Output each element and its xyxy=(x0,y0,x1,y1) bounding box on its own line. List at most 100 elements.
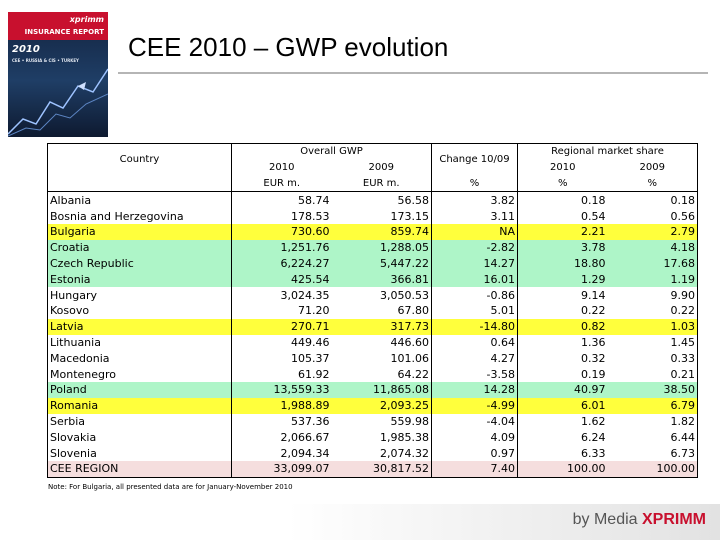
cell-gwp-2010: 270.71 xyxy=(231,318,332,335)
cell-share-2009: 6.73 xyxy=(607,445,698,461)
cell-gwp-2010: 178.53 xyxy=(231,208,332,224)
table-row: CEE REGION 33,099.07 30,817.52 7.40 100.00 10… xyxy=(47,460,698,478)
cell-share-2010: 0.19 xyxy=(517,366,608,382)
table-row: Kosovo 71.20 67.80 5.01 0.22 0.22 xyxy=(47,302,698,319)
cell-share-2010: 100.00 xyxy=(517,460,608,478)
cell-gwp-2010: 6,224.27 xyxy=(231,255,332,272)
footer-prefix: by Media xyxy=(572,511,642,528)
cell-share-2009: 4.18 xyxy=(607,239,698,256)
cell-gwp-2010: 71.20 xyxy=(231,302,332,319)
report-cover-image: xprimm INSURANCE REPORT 2010 CEE • RUSSI… xyxy=(8,12,108,137)
cell-change: 14.28 xyxy=(431,381,518,398)
cell-gwp-2009: 101.06 xyxy=(331,350,432,367)
header-share-2010: 2010 xyxy=(550,162,576,174)
cell-gwp-2009: 5,447.22 xyxy=(331,255,432,272)
cell-gwp-2009: 11,865.08 xyxy=(331,381,432,398)
cell-change: 3.82 xyxy=(431,191,518,209)
cell-change: 4.27 xyxy=(431,350,518,367)
footer-band xyxy=(0,504,720,540)
cell-gwp-2010: 105.37 xyxy=(231,350,332,367)
cell-change: 5.01 xyxy=(431,302,518,319)
cell-share-2009: 9.90 xyxy=(607,287,698,303)
cell-share-2009: 0.56 xyxy=(607,208,698,224)
cell-share-2010: 3.78 xyxy=(517,239,608,256)
cell-gwp-2009: 317.73 xyxy=(331,318,432,335)
table-row: Slovenia 2,094.34 2,074.32 0.97 6.33 6.73 xyxy=(47,445,698,461)
cell-country: Hungary xyxy=(47,287,232,303)
header-unit-share-2009: % xyxy=(607,175,698,193)
cell-share-2009: 1.19 xyxy=(607,271,698,288)
cell-share-2010: 0.32 xyxy=(517,350,608,367)
cover-year: 2010 xyxy=(12,44,40,55)
header-unit-gwp-2010: EUR m. xyxy=(231,175,332,193)
cell-country: CEE REGION xyxy=(47,460,232,478)
header-unit-gwp-2009: EUR m. xyxy=(331,175,432,193)
cell-share-2009: 1.45 xyxy=(607,334,698,351)
cell-gwp-2010: 58.74 xyxy=(231,191,332,209)
cell-gwp-2010: 2,094.34 xyxy=(231,445,332,461)
cell-change: -4.04 xyxy=(431,413,518,430)
cell-share-2010: 0.82 xyxy=(517,318,608,335)
cell-gwp-2010: 730.60 xyxy=(231,223,332,240)
slide-title: CEE 2010 – GWP evolution xyxy=(128,32,449,62)
cell-gwp-2009: 559.98 xyxy=(331,413,432,430)
cell-share-2010: 40.97 xyxy=(517,381,608,398)
table-row: Estonia 425.54 366.81 16.01 1.29 1.19 xyxy=(47,271,698,288)
footnote: Note: For Bulgaria, all presented data a… xyxy=(48,483,293,491)
table-row: Macedonia 105.37 101.06 4.27 0.32 0.33 xyxy=(47,350,698,367)
cell-gwp-2009: 30,817.52 xyxy=(331,460,432,478)
cell-share-2009: 0.22 xyxy=(607,302,698,319)
table-row: Bulgaria 730.60 859.74 NA 2.21 2.79 xyxy=(47,223,698,240)
cell-country: Bosnia and Herzegovina xyxy=(47,208,232,224)
cell-share-2010: 1.36 xyxy=(517,334,608,351)
cell-change: 14.27 xyxy=(431,255,518,272)
cell-country: Slovenia xyxy=(47,445,232,461)
cell-gwp-2009: 173.15 xyxy=(331,208,432,224)
cell-share-2009: 17.68 xyxy=(607,255,698,272)
cell-share-2009: 1.03 xyxy=(607,318,698,335)
cell-gwp-2009: 1,288.05 xyxy=(331,239,432,256)
cell-change: -3.58 xyxy=(431,366,518,382)
cell-gwp-2010: 537.36 xyxy=(231,413,332,430)
header-gwp-2009: 2009 xyxy=(368,162,394,174)
cell-gwp-2009: 366.81 xyxy=(331,271,432,288)
cell-share-2010: 0.54 xyxy=(517,208,608,224)
cell-change: 7.40 xyxy=(431,460,518,478)
cell-share-2010: 0.18 xyxy=(517,191,608,209)
table-row: Hungary 3,024.35 3,050.53 -0.86 9.14 9.90 xyxy=(47,287,698,303)
cover-subtitle: CEE • RUSSIA & CIS • TURKEY xyxy=(12,58,79,63)
cell-country: Lithuania xyxy=(47,334,232,351)
title-divider xyxy=(118,72,708,74)
table-row: Poland 13,559.33 11,865.08 14.28 40.97 38.50 xyxy=(47,381,698,398)
cell-share-2009: 1.82 xyxy=(607,413,698,430)
cell-change: NA xyxy=(431,223,518,240)
cell-country: Slovakia xyxy=(47,429,232,446)
table-row: Croatia 1,251.76 1,288.05 -2.82 3.78 4.18 xyxy=(47,239,698,256)
cell-change: -2.82 xyxy=(431,239,518,256)
cell-country: Serbia xyxy=(47,413,232,430)
table-row: Lithuania 449.46 446.60 0.64 1.36 1.45 xyxy=(47,334,698,351)
table-row: Romania 1,988.89 2,093.25 -4.99 6.01 6.79 xyxy=(47,397,698,414)
cell-change: -4.99 xyxy=(431,397,518,414)
cell-gwp-2009: 2,074.32 xyxy=(331,445,432,461)
table-row: Albania 58.74 56.58 3.82 0.18 0.18 xyxy=(47,191,698,209)
cell-change: 0.97 xyxy=(431,445,518,461)
cell-gwp-2009: 56.58 xyxy=(331,191,432,209)
cover-brand: xprimm xyxy=(69,15,104,24)
header-unit-share-2010: % xyxy=(517,175,608,193)
cell-change: -14.80 xyxy=(431,318,518,335)
cell-share-2009: 6.79 xyxy=(607,397,698,414)
cell-country: Estonia xyxy=(47,271,232,288)
cell-gwp-2010: 3,024.35 xyxy=(231,287,332,303)
cell-gwp-2009: 2,093.25 xyxy=(331,397,432,414)
gwp-table: Country Overall GWP Change 10/09 Regiona… xyxy=(47,142,698,478)
cell-share-2010: 2.21 xyxy=(517,223,608,240)
cell-country: Croatia xyxy=(47,239,232,256)
cell-share-2010: 6.33 xyxy=(517,445,608,461)
cell-gwp-2009: 1,985.38 xyxy=(331,429,432,446)
cell-change: 16.01 xyxy=(431,271,518,288)
cell-country: Latvia xyxy=(47,318,232,335)
cell-share-2010: 6.01 xyxy=(517,397,608,414)
cell-change: 3.11 xyxy=(431,208,518,224)
cell-share-2009: 100.00 xyxy=(607,460,698,478)
